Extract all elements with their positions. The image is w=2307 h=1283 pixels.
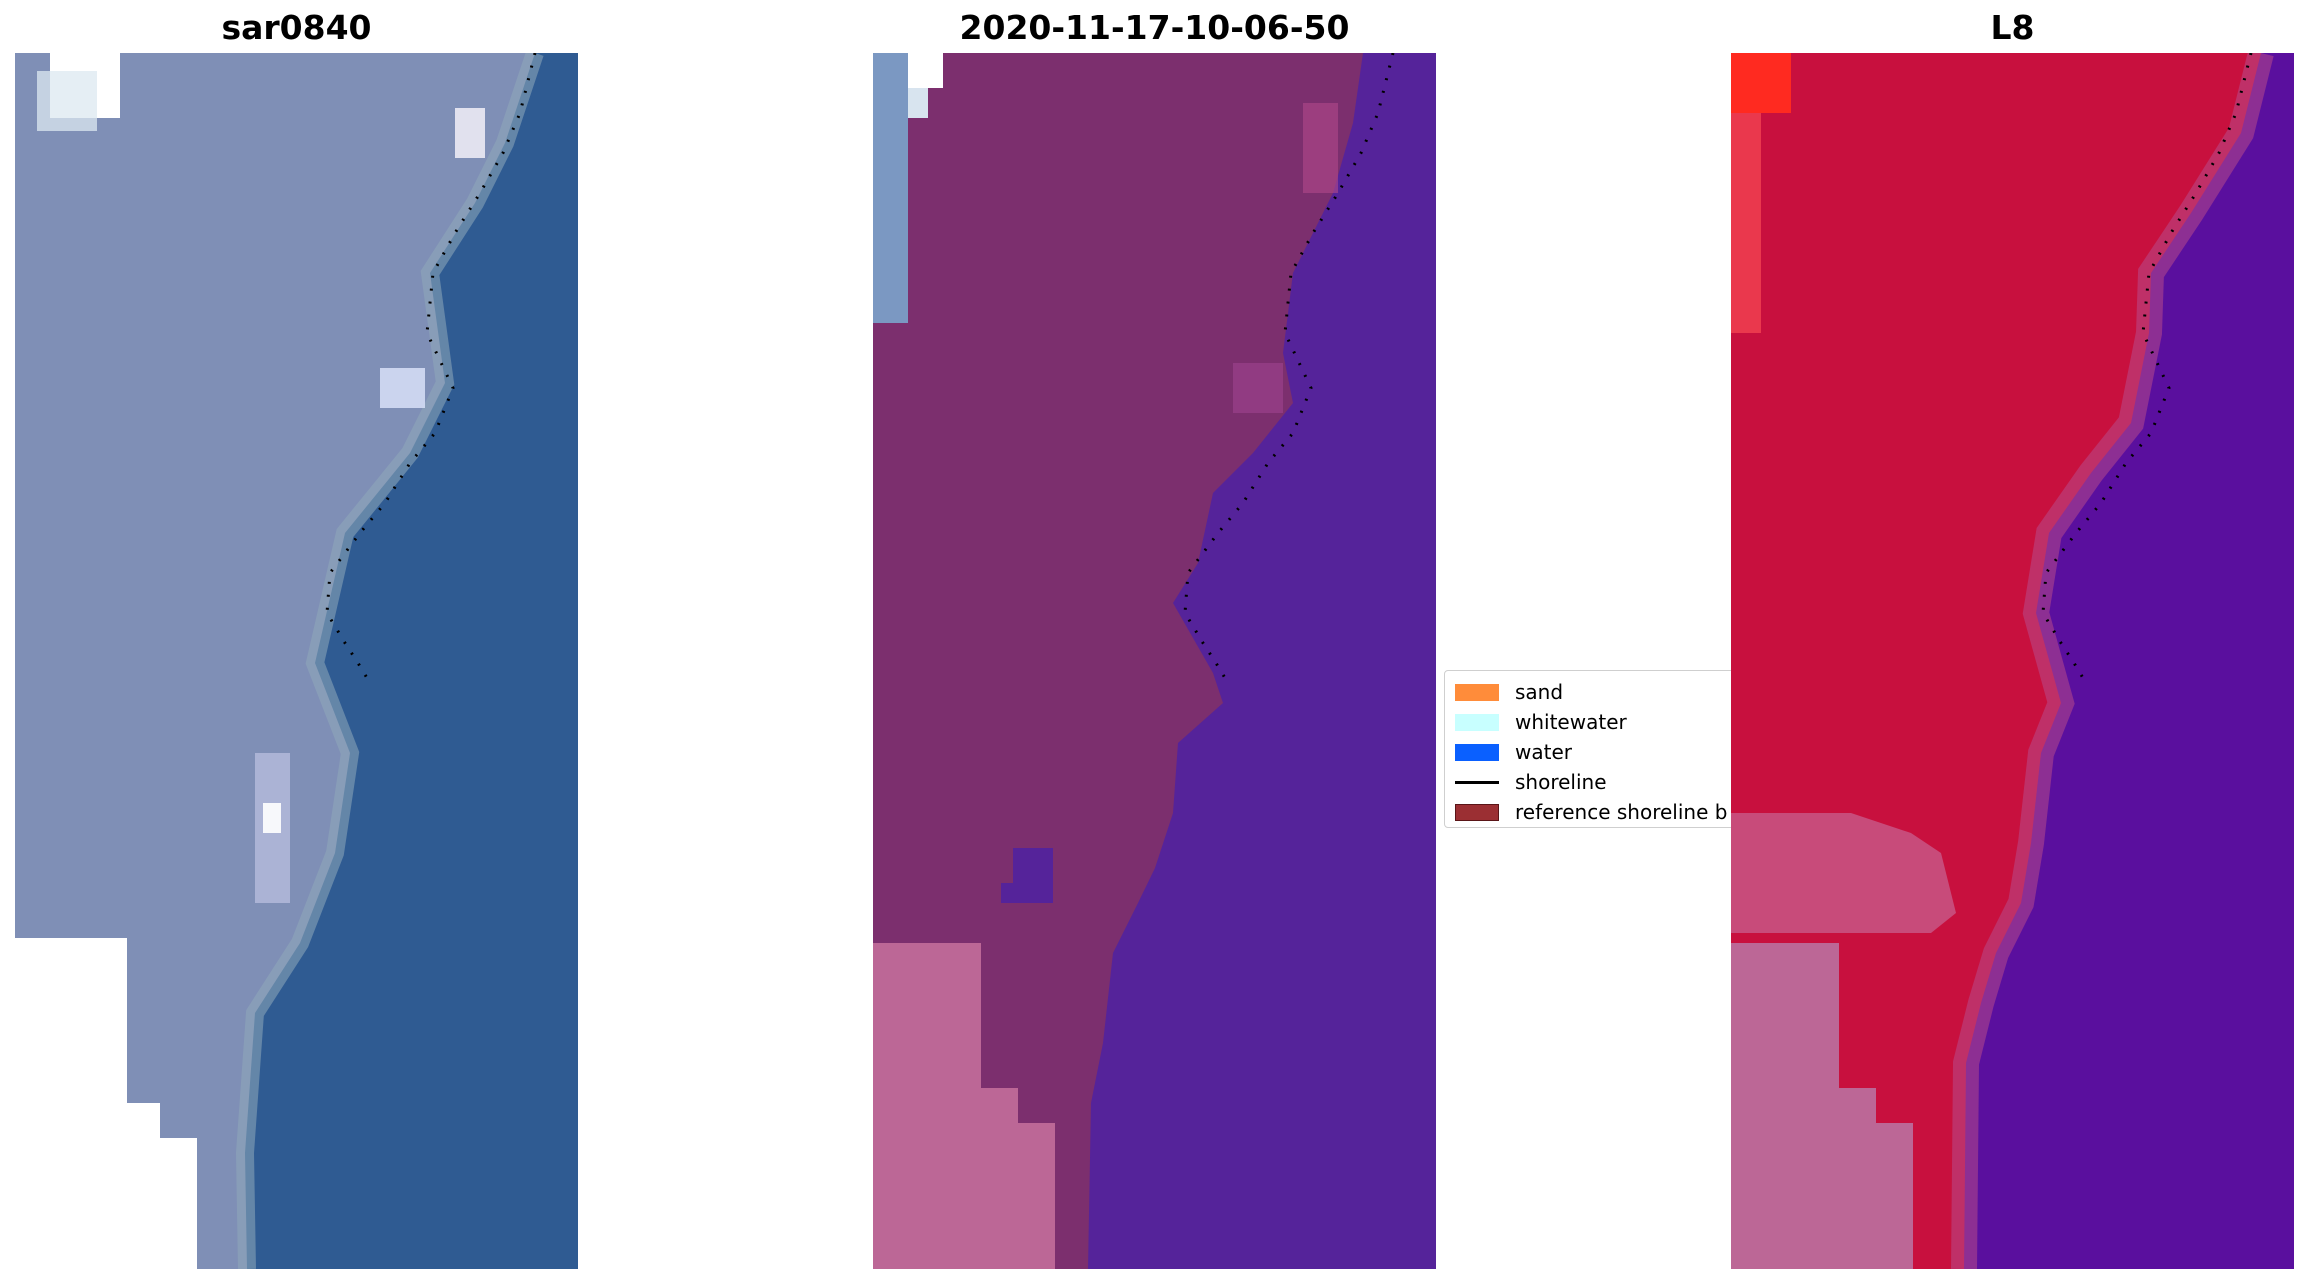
nodata-area xyxy=(873,943,1055,1269)
sand-transition xyxy=(1233,363,1283,413)
mixed-patch xyxy=(1731,813,1956,933)
l8-false-color-image xyxy=(1731,53,2294,1269)
whitewater-patch xyxy=(455,108,485,158)
panel-title-date: 2020-11-17-10-06-50 xyxy=(959,8,1350,47)
nodata-patch xyxy=(908,53,943,88)
bright-patch xyxy=(1731,53,1791,113)
legend-item-water: water xyxy=(1455,739,1572,765)
sand-swatch xyxy=(1455,683,1499,701)
whitewater-patch xyxy=(908,88,928,118)
legend-item-shoreline: shoreline xyxy=(1455,769,1607,795)
land-area xyxy=(15,53,535,1269)
legend-label-sand: sand xyxy=(1515,680,1564,704)
unclassified-patch xyxy=(873,53,908,323)
legend-item-reference-shoreline: reference shoreline b xyxy=(1455,799,1727,825)
surf-zone xyxy=(235,53,544,1269)
classification-image xyxy=(873,53,1436,1269)
legend-item-sand: sand xyxy=(1455,679,1563,705)
reference-shoreline-swatch xyxy=(1455,803,1499,821)
surf-zone xyxy=(1951,53,2274,1269)
nodata-area xyxy=(15,938,197,1269)
panel-title-sar: sar0840 xyxy=(221,8,372,47)
legend-label-shoreline: shoreline xyxy=(1515,770,1607,794)
sand-transition xyxy=(1303,103,1338,193)
legend-label-reference-shoreline: reference shoreline b xyxy=(1515,800,1728,824)
whitewater-patch xyxy=(263,803,281,833)
legend-label-whitewater: whitewater xyxy=(1515,710,1627,734)
bright-patch xyxy=(1731,113,1761,333)
nodata-area xyxy=(1731,943,1913,1269)
land-area xyxy=(1731,53,2261,1269)
legend-item-whitewater: whitewater xyxy=(1455,709,1627,735)
water-pocket xyxy=(1001,883,1026,903)
legend-label-water: water xyxy=(1515,740,1572,764)
legend: sand whitewater water shoreline referenc… xyxy=(1444,670,1736,828)
land-class xyxy=(873,53,1363,1269)
bright-patch xyxy=(37,71,97,131)
whitewater-swatch xyxy=(1455,713,1499,731)
whitewater-patch xyxy=(380,368,425,408)
water-swatch xyxy=(1455,743,1499,761)
shoreline-line-swatch xyxy=(1455,780,1499,784)
panel-title-l8: L8 xyxy=(1990,8,2035,47)
sar-rgb-image xyxy=(15,53,578,1269)
